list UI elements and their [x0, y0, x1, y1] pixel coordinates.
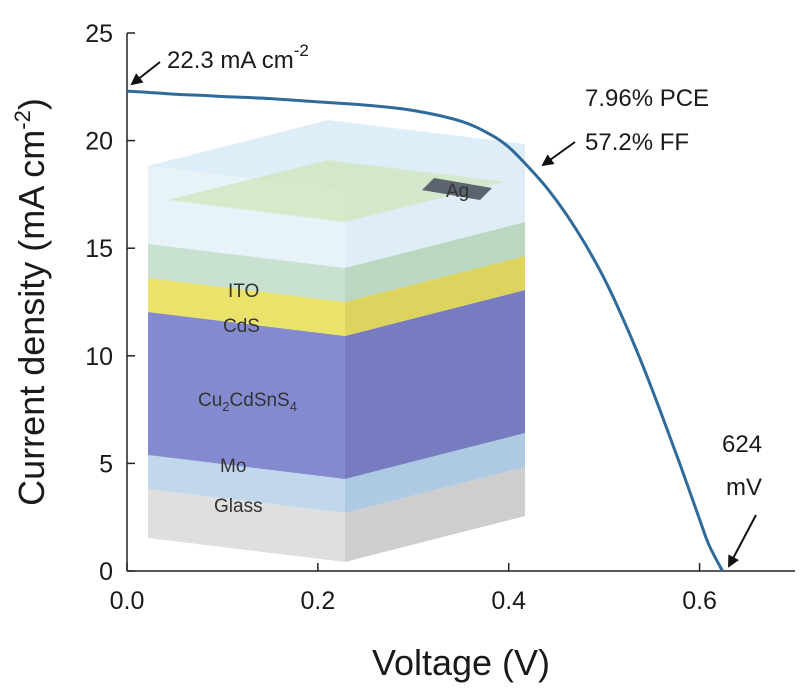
top-layer-side	[345, 144, 525, 268]
ag-label: Ag	[446, 181, 469, 202]
y-tick-label: 25	[85, 20, 113, 48]
y-axis-title: Current density (mA cm-2)	[10, 98, 52, 506]
annotations: 22.3 mA cm-2 7.96% PCE 57.2% FF 624 mV	[130, 41, 762, 568]
y-tick-label: 15	[85, 235, 113, 263]
jv-curve-line	[126, 89, 724, 572]
voc-value: 624	[722, 431, 762, 458]
ito-layer-side	[345, 222, 525, 302]
x-tick-label: 0.2	[300, 587, 335, 615]
jsc-arrow	[130, 61, 161, 86]
y-axis-title-main: Current density (mA cm	[11, 130, 52, 506]
czts-layer-front	[148, 312, 345, 479]
ag-contact	[422, 178, 492, 200]
y-axis-title-end: )	[11, 98, 52, 110]
y-tick-label: 5	[99, 450, 113, 478]
y-axis-title-sup: -2	[10, 110, 35, 130]
cds-label: CdS	[223, 316, 260, 337]
czts-layer-side	[345, 290, 525, 479]
voc-unit: mV	[726, 474, 762, 501]
glass-label: Glass	[214, 496, 263, 517]
top-face	[148, 120, 525, 190]
cds-layer-front	[148, 278, 345, 336]
mo-layer-side	[345, 433, 525, 513]
y-tick-label: 0	[99, 558, 113, 586]
x-tick-label: 0.6	[682, 587, 717, 615]
y-tick-label: 20	[85, 128, 113, 156]
ito-layer-front	[148, 244, 345, 302]
jsc-sup: -2	[294, 41, 309, 60]
czts-label: Cu2CdSnS4	[198, 390, 297, 414]
ff-annotation: 57.2% FF	[585, 129, 689, 156]
czts-label-sub1: 2	[222, 399, 229, 414]
mo-label: Mo	[220, 456, 246, 477]
x-axis-title: Voltage (V)	[372, 642, 550, 683]
ff-arrow	[541, 141, 576, 167]
ticks: 0.0 0.2 0.4 0.6 0 5 10 15 20 25	[85, 20, 717, 615]
ito-top-face	[168, 160, 505, 222]
ito-label: ITO	[228, 281, 259, 302]
cds-layer-side	[345, 256, 525, 336]
device-stack-inset: Ag ITO CdS Cu2CdSnS4 Mo Glass	[148, 120, 525, 562]
czts-label-sub2: 4	[290, 399, 297, 414]
pce-annotation: 7.96% PCE	[585, 85, 709, 112]
voc-arrow	[728, 514, 757, 568]
mo-layer-front	[148, 455, 345, 513]
x-tick-label: 0.4	[491, 587, 526, 615]
glass-layer-side	[345, 467, 525, 562]
y-tick-label: 10	[85, 343, 113, 371]
glass-layer-front	[148, 489, 345, 562]
x-tick-label: 0.0	[110, 587, 145, 615]
czts-label-b: CdSnS	[230, 390, 290, 411]
axes: 0.0 0.2 0.4 0.6 0 5 10 15 20 25	[85, 20, 795, 615]
jsc-value: 22.3 mA cm	[167, 47, 294, 74]
jsc-annotation: 22.3 mA cm-2	[167, 41, 309, 74]
czts-label-a: Cu	[198, 390, 222, 411]
